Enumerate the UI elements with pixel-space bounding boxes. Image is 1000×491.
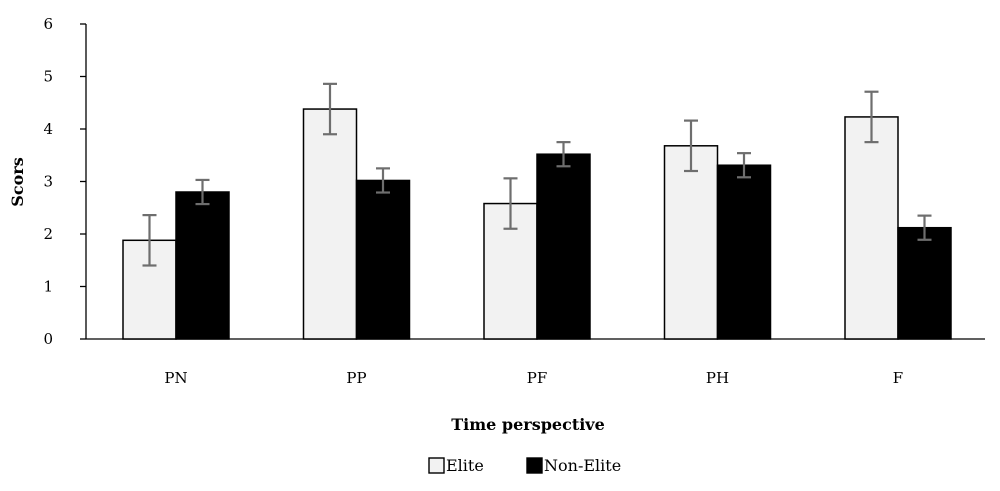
legend-label-non-elite: Non-Elite bbox=[544, 456, 621, 475]
x-tick-label-f: F bbox=[893, 369, 903, 387]
bar-non-elite-pn bbox=[175, 191, 230, 340]
bar-non-elite-ph bbox=[716, 164, 772, 340]
error-bars bbox=[142, 82, 932, 267]
y-tick-label: 0 bbox=[43, 330, 53, 348]
y-tick-label: 1 bbox=[43, 278, 53, 296]
bar-elite-pp bbox=[302, 108, 358, 340]
x-tick-label-pp: PP bbox=[346, 369, 366, 387]
legend-swatch-non-elite bbox=[526, 457, 543, 474]
legend-label-elite: Elite bbox=[446, 456, 484, 475]
y-axis-title: Scors bbox=[8, 157, 27, 206]
bar-elite-f bbox=[844, 116, 899, 340]
bar-elite-ph bbox=[663, 145, 719, 340]
y-tick-label: 6 bbox=[43, 15, 53, 33]
bar-non-elite-pf bbox=[536, 153, 591, 340]
x-axis-title: Time perspective bbox=[451, 415, 605, 434]
x-axis: PN PP PF PH F bbox=[86, 338, 985, 387]
bar-non-elite-pp bbox=[355, 179, 411, 340]
y-tick-label: 2 bbox=[43, 225, 53, 243]
y-tick-label: 4 bbox=[43, 120, 53, 138]
legend-swatch-elite bbox=[428, 457, 445, 474]
x-tick-label-ph: PH bbox=[706, 369, 729, 387]
y-tick-label: 3 bbox=[43, 173, 53, 191]
x-tick-label-pf: PF bbox=[527, 369, 548, 387]
x-tick-label-pn: PN bbox=[164, 369, 187, 387]
legend: Elite Non-Elite bbox=[428, 456, 621, 475]
y-tick-label: 5 bbox=[43, 68, 53, 86]
bar-non-elite-f bbox=[897, 226, 952, 340]
y-axis: 0 1 2 3 4 5 6 bbox=[43, 15, 87, 348]
bars bbox=[122, 108, 952, 340]
